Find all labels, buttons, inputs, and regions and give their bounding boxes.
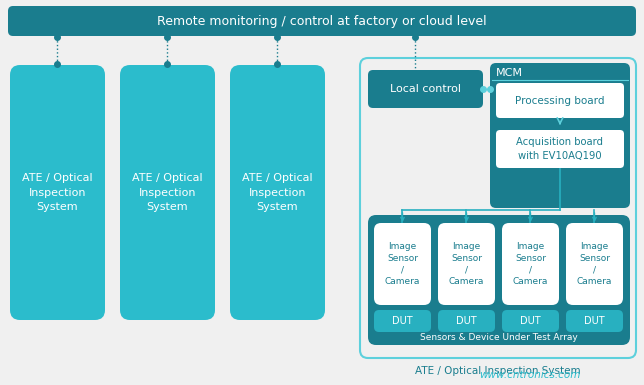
FancyBboxPatch shape: [8, 6, 636, 36]
Text: Sensors & Device Under Test Array: Sensors & Device Under Test Array: [420, 333, 578, 341]
Text: Image
Sensor
/
Camera: Image Sensor / Camera: [385, 242, 420, 286]
Text: DUT: DUT: [584, 316, 605, 326]
FancyBboxPatch shape: [120, 65, 215, 320]
Text: Acquisition board
with EV10AQ190: Acquisition board with EV10AQ190: [516, 137, 603, 161]
FancyBboxPatch shape: [566, 223, 623, 305]
FancyBboxPatch shape: [496, 83, 624, 118]
FancyBboxPatch shape: [496, 130, 624, 168]
FancyBboxPatch shape: [502, 223, 559, 305]
Text: ATE / Optical
Inspection
System: ATE / Optical Inspection System: [242, 173, 313, 212]
FancyBboxPatch shape: [502, 310, 559, 332]
Text: Image
Sensor
/
Camera: Image Sensor / Camera: [577, 242, 612, 286]
Text: www.cntronics.com: www.cntronics.com: [479, 370, 581, 380]
FancyBboxPatch shape: [230, 65, 325, 320]
Text: ATE / Optical
Inspection
System: ATE / Optical Inspection System: [22, 173, 93, 212]
FancyBboxPatch shape: [360, 58, 636, 358]
Text: Processing board: Processing board: [515, 95, 605, 105]
Text: ATE / Optical Inspection System: ATE / Optical Inspection System: [415, 366, 581, 376]
Text: Remote monitoring / control at factory or cloud level: Remote monitoring / control at factory o…: [157, 15, 487, 27]
Text: DUT: DUT: [520, 316, 541, 326]
FancyBboxPatch shape: [438, 310, 495, 332]
Text: DUT: DUT: [456, 316, 477, 326]
FancyBboxPatch shape: [566, 310, 623, 332]
FancyBboxPatch shape: [374, 310, 431, 332]
Text: MCM: MCM: [496, 68, 523, 78]
FancyBboxPatch shape: [490, 63, 630, 208]
Text: Image
Sensor
/
Camera: Image Sensor / Camera: [449, 242, 484, 286]
FancyBboxPatch shape: [374, 223, 431, 305]
Text: ATE / Optical
Inspection
System: ATE / Optical Inspection System: [132, 173, 203, 212]
FancyBboxPatch shape: [438, 223, 495, 305]
Text: DUT: DUT: [392, 316, 413, 326]
FancyBboxPatch shape: [368, 215, 630, 345]
Text: Image
Sensor
/
Camera: Image Sensor / Camera: [513, 242, 548, 286]
FancyBboxPatch shape: [10, 65, 105, 320]
FancyBboxPatch shape: [368, 70, 483, 108]
Text: Local control: Local control: [390, 84, 461, 94]
